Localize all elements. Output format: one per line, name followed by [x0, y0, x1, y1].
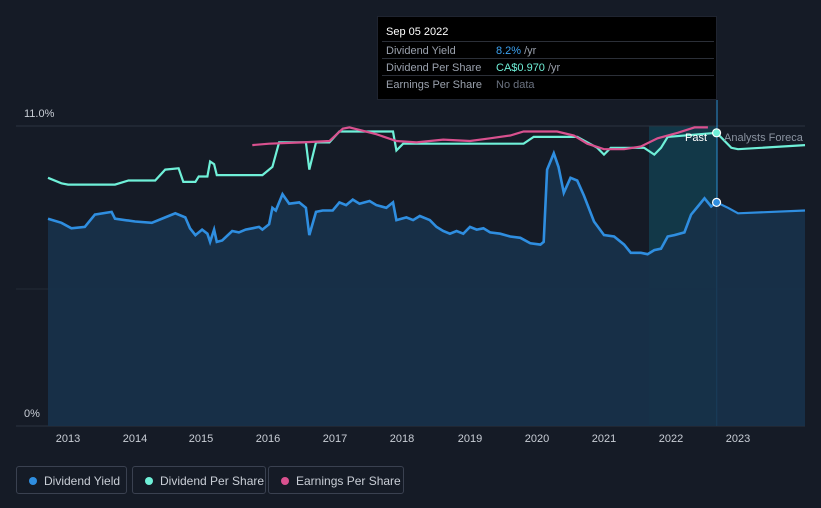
x-tick-label: 2021 [591, 433, 617, 445]
dps-line [47, 130, 717, 186]
y-axis-top-label: 11.0% [24, 108, 55, 120]
dps-forecast-line [715, 132, 806, 151]
eps-line [252, 126, 708, 151]
legend-dot-icon [145, 477, 153, 485]
yield-forecast-area [716, 202, 805, 426]
legend-dividend-yield[interactable]: Dividend Yield [16, 466, 127, 494]
x-tick-label: 2018 [389, 433, 415, 445]
yield-marker [711, 197, 722, 207]
x-tick-label: 2022 [658, 433, 684, 445]
tooltip-date: Sep 05 2022 [386, 26, 449, 38]
tooltip-unit: /yr [524, 45, 537, 57]
y-axis-bottom-label: 0% [24, 408, 40, 420]
x-tick-label: 2015 [188, 433, 214, 445]
tooltip-value-text: 8.2% [496, 45, 522, 57]
tooltip-value-text: CA$0.970 [496, 62, 545, 74]
x-tick-label: 2023 [725, 433, 751, 445]
legend-dividend-per-share[interactable]: Dividend Per Share [132, 466, 266, 494]
x-tick-label: 2016 [255, 433, 281, 445]
yield-area [48, 153, 717, 427]
legend-label: Dividend Yield [44, 474, 121, 488]
x-tick-label: 2014 [122, 433, 148, 445]
tooltip-label: Earnings Per Share [386, 79, 482, 91]
tooltip-row-dps: Dividend Per Share CA$0.970/yr [382, 58, 714, 76]
tooltip-row-eps: Earnings Per Share No data [382, 75, 714, 93]
x-tick-label: 2017 [322, 433, 348, 445]
tooltip-value-text: No data [496, 79, 535, 91]
tooltip-label: Dividend Yield [386, 45, 456, 57]
tooltip-label: Dividend Per Share [386, 62, 482, 74]
dps-marker [711, 128, 722, 138]
tooltip-unit: /yr [547, 62, 561, 74]
tooltip-value: No data [496, 79, 535, 91]
legend-dot-icon [281, 477, 289, 485]
forecast-label: Analysts Foreca [724, 132, 803, 144]
x-tick-label: 2020 [524, 433, 550, 445]
tooltip-value: 8.2%/yr [496, 45, 536, 57]
chart-tooltip: Sep 05 2022 Dividend Yield 8.2%/yr Divid… [377, 16, 717, 100]
yield-line [47, 149, 718, 256]
legend-dot-icon [29, 477, 37, 485]
tooltip-value: CA$0.970/yr [496, 62, 560, 74]
x-tick-label: 2019 [457, 433, 483, 445]
past-label: Past [685, 132, 708, 144]
legend-label: Dividend Per Share [160, 474, 265, 488]
legend-label: Earnings Per Share [296, 474, 401, 488]
legend-earnings-per-share[interactable]: Earnings Per Share [268, 466, 404, 494]
tooltip-row-yield: Dividend Yield 8.2%/yr [382, 41, 714, 59]
x-tick-label: 2013 [55, 433, 81, 445]
yield-forecast-line [716, 201, 806, 215]
